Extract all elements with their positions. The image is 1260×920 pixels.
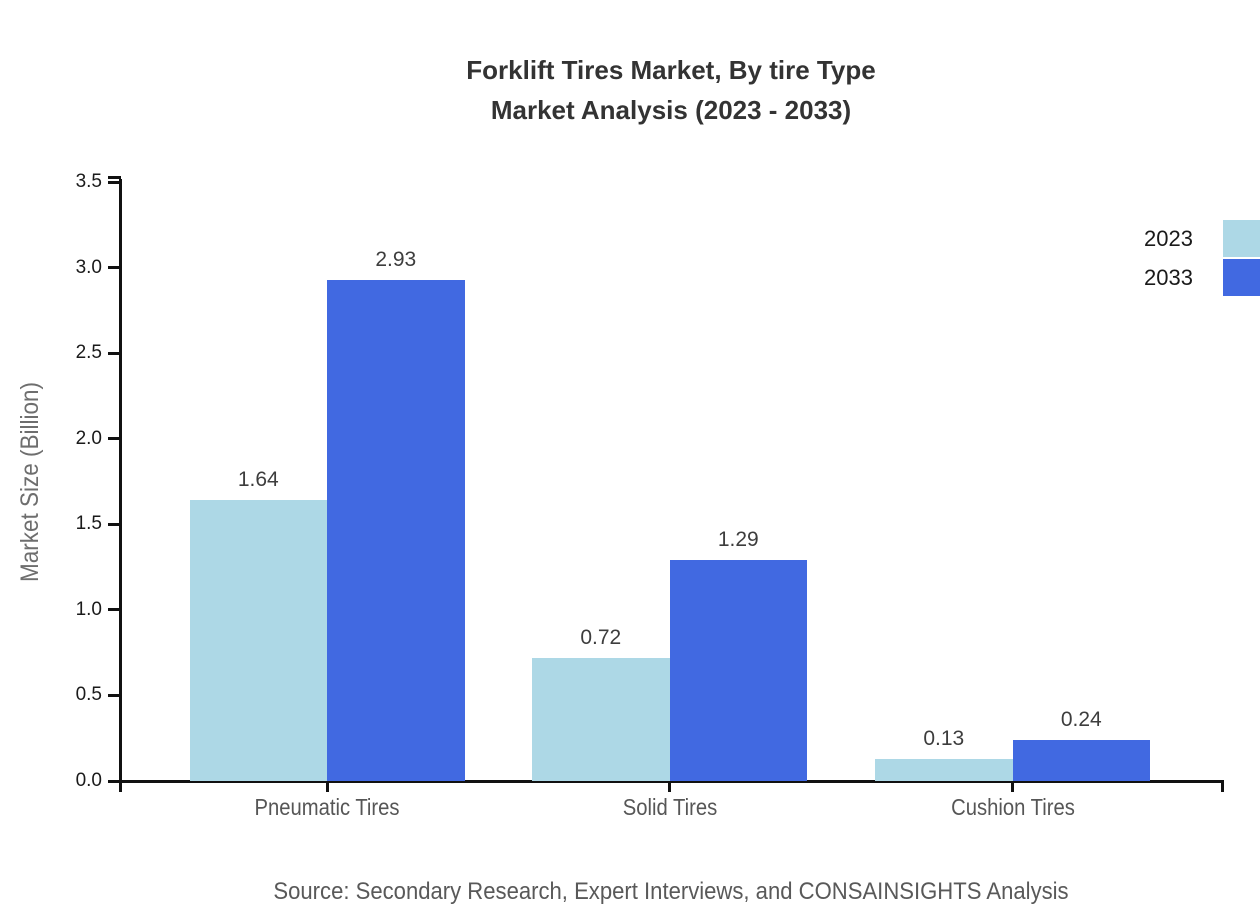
y-tick <box>108 266 120 270</box>
y-tick <box>108 351 120 355</box>
y-tick <box>108 693 120 697</box>
y-tick-label: 0.5 <box>75 684 102 706</box>
bar-2023-2 <box>875 758 1013 781</box>
bar-value-label: 1.64 <box>237 468 279 492</box>
bar-2033-1 <box>669 560 807 781</box>
x-tick <box>325 781 329 792</box>
chart-title-line1: Forklift Tires Market, By tire Type <box>466 55 876 85</box>
legend-label-2023: 2023 <box>1144 226 1193 251</box>
legend-swatch-2033 <box>1223 259 1260 296</box>
legend-label-2033: 2033 <box>1144 265 1193 290</box>
y-tick-label: 1.0 <box>75 598 102 620</box>
category-label-1: Solid Tires <box>622 794 717 820</box>
bar-2033-2 <box>1012 739 1150 781</box>
y-tick-label: 1.5 <box>75 513 102 535</box>
chart-title: Forklift Tires Market, By tire Type Mark… <box>120 50 1222 130</box>
bar-value-label: 0.72 <box>580 625 622 649</box>
y-tick <box>108 608 120 612</box>
bar-value-label: 1.29 <box>717 528 759 552</box>
y-axis-top-cap <box>108 176 121 179</box>
bar-value-label: 0.24 <box>1060 707 1102 731</box>
category-label-2: Cushion Tires <box>950 794 1075 820</box>
y-axis-label: Market Size (Billion) <box>16 381 44 583</box>
x-tick <box>668 781 671 792</box>
y-tick <box>108 522 120 526</box>
chart-title-line2: Market Analysis (2023 - 2033) <box>490 95 852 125</box>
y-tick-label: 2.0 <box>75 427 102 449</box>
bar-2033-0 <box>327 279 465 781</box>
y-tick-label: 2.5 <box>75 342 102 364</box>
y-tick <box>108 779 120 783</box>
y-tick-label: 3.5 <box>75 171 102 192</box>
bar-value-label: 0.13 <box>923 726 965 750</box>
y-tick <box>108 180 120 184</box>
y-tick-label: 3.0 <box>75 256 102 278</box>
legend-swatch-2023 <box>1223 220 1260 257</box>
x-axis-end-tick <box>1220 781 1224 792</box>
x-axis-end-tick <box>118 781 122 792</box>
category-label-0: Pneumatic Tires <box>254 794 400 820</box>
x-axis-line <box>118 779 1224 783</box>
y-axis-line <box>118 179 122 782</box>
bar-2023-1 <box>532 657 670 781</box>
y-tick <box>108 437 120 441</box>
bar-value-label: 2.93 <box>375 247 417 271</box>
y-tick-label: 0.0 <box>75 770 102 791</box>
x-tick <box>1011 781 1014 792</box>
bar-2023-0 <box>189 500 327 781</box>
source-note: Source: Secondary Research, Expert Inter… <box>273 878 1069 905</box>
